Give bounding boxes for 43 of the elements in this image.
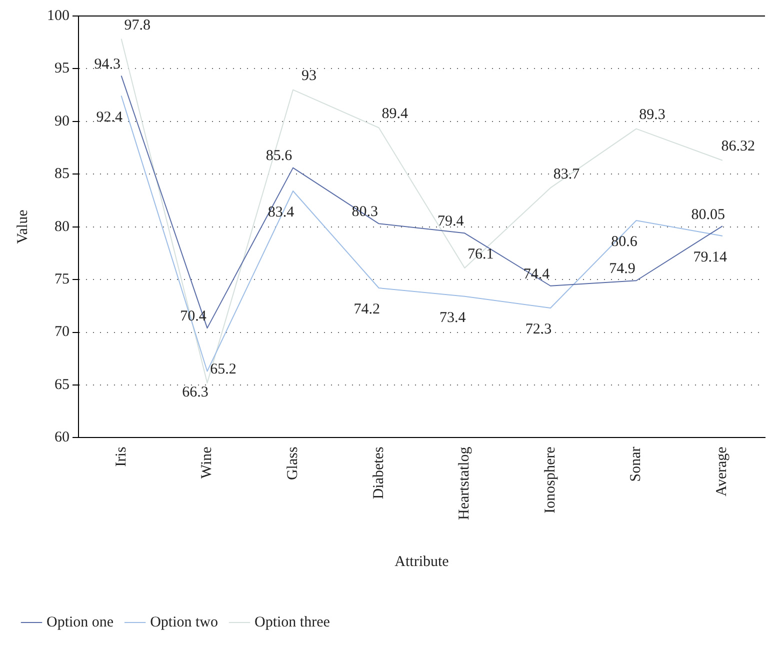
data-label: 85.6 [266, 148, 293, 164]
y-tick-label: 75 [54, 271, 70, 288]
data-label: 80.6 [611, 234, 638, 250]
y-tick-label: 90 [54, 113, 70, 130]
y-tick-label: 70 [54, 324, 70, 340]
y-tick-label: 65 [54, 376, 70, 393]
x-tick-label: Heartstatlog [456, 446, 473, 520]
data-label: 94.3 [94, 56, 121, 73]
data-label: 92.4 [96, 110, 124, 126]
data-label: 74.9 [609, 261, 636, 278]
data-label: 66.3 [182, 384, 208, 401]
x-tick-label: Glass [284, 446, 301, 480]
y-tick-label: 60 [54, 430, 70, 446]
y-tick-label: 85 [54, 166, 70, 182]
data-label: 74.2 [354, 301, 380, 318]
data-label: 97.8 [124, 18, 151, 34]
legend-label: Option one [46, 614, 114, 630]
data-label: 73.4 [440, 310, 466, 326]
data-label: 93 [302, 68, 317, 84]
legend-label: Option two [150, 614, 218, 630]
data-label: 76.1 [468, 246, 494, 262]
data-label: 72.3 [525, 321, 552, 338]
y-tick-label: 100 [47, 8, 70, 24]
data-label: 79.14 [693, 249, 728, 266]
y-tick-label: 80 [54, 218, 70, 235]
x-axis-title: Attribute [394, 554, 450, 570]
x-tick-label: Wine [199, 446, 216, 479]
legend-label: Option three [254, 614, 330, 630]
data-label: 83.4 [268, 204, 295, 220]
data-label: 80.05 [691, 206, 725, 223]
data-label: 89.4 [382, 106, 408, 122]
x-tick-label: Iris [113, 446, 130, 467]
data-label: 83.7 [553, 166, 580, 182]
x-tick-label: Diabetes [370, 446, 387, 500]
x-tick-label: Average [714, 446, 730, 496]
data-label: 89.3 [639, 107, 666, 124]
y-tick-label: 95 [54, 60, 70, 77]
y-axis-title: Value [14, 209, 31, 244]
x-tick-label: Ionosphere [542, 446, 558, 514]
data-label: 79.4 [438, 214, 464, 230]
x-tick-label: Sonar [628, 446, 644, 482]
data-label: 86.32 [721, 138, 755, 155]
data-label: 65.2 [210, 361, 236, 378]
